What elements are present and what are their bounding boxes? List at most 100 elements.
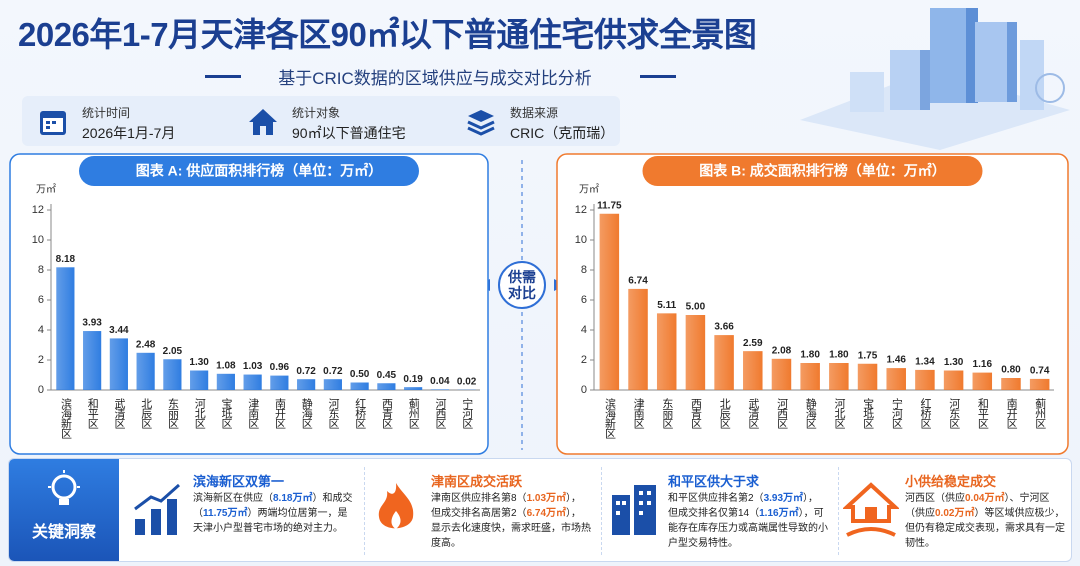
bar (216, 373, 235, 390)
info-value: 90㎡以下普通住宅 (292, 125, 406, 141)
bulb-icon (48, 470, 80, 505)
value-label: 1.30 (189, 357, 209, 368)
x-tick-label: 东丽区 (661, 398, 674, 429)
y-tick-label: 4 (38, 324, 44, 336)
insight-title: 滨海新区双第一 (193, 474, 285, 489)
info-label: 数据来源 (510, 106, 559, 120)
value-label: 0.04 (430, 376, 450, 387)
bar (243, 374, 262, 390)
value-label: 2.59 (743, 338, 763, 349)
y-axis-unit: 万㎡ (36, 184, 56, 196)
insights-label: 关键洞察 (31, 524, 96, 541)
page-subtitle: 基于CRIC数据的区域供应与成交对比分析 (278, 69, 592, 88)
bar (714, 335, 734, 390)
insight-text-segment: ），但成交排名高居第2（ (431, 493, 582, 519)
y-tick-label: 2 (38, 354, 44, 366)
y-axis-unit: 万㎡ (579, 184, 599, 196)
y-tick-label: 12 (32, 204, 44, 216)
x-tick-label: 武清区 (747, 398, 760, 429)
x-tick-label: 西青区 (380, 398, 393, 429)
info-label: 统计对象 (292, 106, 341, 120)
insight-text: 津南区供应排名第8（1.03万㎡），但成交排名高居第2（6.74万㎡），显示去化… (431, 491, 591, 551)
bar (430, 389, 449, 390)
bar (972, 372, 993, 390)
insight-highlight: 0.04万㎡ (965, 493, 1005, 504)
skyline-illustration (800, 8, 1070, 150)
calendar-icon (40, 111, 66, 135)
value-label: 1.30 (944, 357, 964, 368)
x-tick-label: 南开区 (273, 398, 286, 429)
value-label: 2.48 (136, 339, 156, 350)
x-tick-label: 东丽区 (166, 398, 179, 429)
x-tick-label: 宁河区 (890, 397, 903, 429)
insight-highlight: 3.93万㎡ (763, 493, 804, 504)
value-label: 0.45 (377, 370, 397, 381)
bar (857, 363, 878, 390)
value-label: 0.72 (323, 366, 343, 377)
insight-text-segment: ），显示去化速度快，需求旺盛，市场热度高。 (431, 508, 591, 549)
info-bar: 统计时间 2026年1月-7月 统计对象 90㎡以下普通住宅 数据来源 CRIC… (22, 96, 620, 146)
value-label: 5.00 (686, 302, 706, 313)
value-label: 1.34 (915, 357, 935, 368)
x-tick-label: 津南区 (247, 398, 260, 429)
insight-text-segment: ）、宁河区（供应 (905, 493, 1050, 519)
x-tick-label: 北辰区 (718, 398, 731, 429)
insight-card: 滨海新区双第一滨海新区在供应（8.18万㎡）和成交（11.75万㎡）两端均位居第… (127, 467, 363, 555)
bar (404, 387, 423, 390)
page-title: 2026年1-7月天津各区90㎡以下普通住宅供求全景图 (18, 16, 757, 53)
y-tick-label: 10 (32, 234, 44, 246)
x-tick-label: 宝坻区 (220, 397, 233, 429)
bar (943, 370, 964, 390)
x-tick-label: 红桥区 (354, 398, 367, 429)
bar (163, 359, 182, 390)
value-label: 0.80 (1001, 365, 1021, 376)
insight-highlight: 11.75万㎡ (203, 508, 248, 519)
insights-label-box: 关键洞察 (9, 459, 119, 561)
insight-text-segment: ），可能存在库存压力或高端属性导致的小户型交易特性。 (668, 508, 828, 549)
insight-title: 小供给稳定成交 (905, 474, 997, 489)
value-label: 2.05 (163, 346, 183, 357)
x-tick-label: 静海区 (300, 397, 313, 429)
chart-title: 图表 A: 供应面积排行榜（单位：万㎡） (136, 163, 383, 179)
value-label: 3.44 (109, 325, 129, 336)
value-label: 2.08 (772, 345, 792, 356)
value-label: 1.03 (243, 361, 263, 372)
value-label: 1.80 (829, 350, 849, 361)
x-tick-label: 河西区 (434, 398, 447, 429)
insight-text-segment: 滨海新区在供应（ (193, 493, 273, 504)
bar (350, 382, 369, 390)
y-tick-label: 0 (38, 384, 44, 396)
x-tick-label: 南开区 (1005, 398, 1018, 429)
bar (377, 383, 396, 390)
bar (599, 213, 620, 390)
bar (771, 358, 792, 390)
insight-title: 津南区成交活跃 (431, 474, 523, 489)
info-label: 统计时间 (82, 106, 131, 120)
x-tick-label: 滨海新区 (603, 397, 616, 439)
bar (297, 379, 316, 390)
value-label: 3.93 (82, 318, 102, 329)
y-tick-label: 10 (575, 234, 587, 246)
x-tick-label: 静海区 (804, 397, 817, 429)
insights-panel: 关键洞察 滨海新区双第一滨海新区在供应（8.18万㎡）和成交（11.75万㎡）两… (8, 458, 1072, 562)
y-tick-label: 6 (581, 294, 587, 306)
bar (1029, 378, 1050, 390)
bar (190, 370, 209, 390)
x-tick-label: 西青区 (690, 398, 703, 429)
x-tick-label: 河东区 (327, 398, 340, 429)
x-tick-label: 河北区 (833, 398, 846, 429)
x-tick-label: 蓟州区 (407, 398, 420, 429)
layers-icon (467, 110, 495, 136)
value-label: 5.11 (657, 300, 676, 311)
insight-text: 滨海新区在供应（8.18万㎡）和成交（11.75万㎡）两端均位居第一，是天津小户… (193, 491, 353, 536)
insight-text-segment: ）和成交（ (193, 493, 353, 519)
insight-highlight: 8.18万㎡ (273, 493, 313, 504)
compare-label: 供需对比 (508, 269, 536, 301)
value-label: 0.19 (403, 374, 423, 385)
bar (109, 338, 128, 390)
chart-title-pill (79, 156, 419, 186)
insight-title: 和平区供大于求 (668, 474, 760, 489)
value-label: 3.66 (714, 322, 734, 333)
value-label: 6.74 (628, 276, 648, 287)
